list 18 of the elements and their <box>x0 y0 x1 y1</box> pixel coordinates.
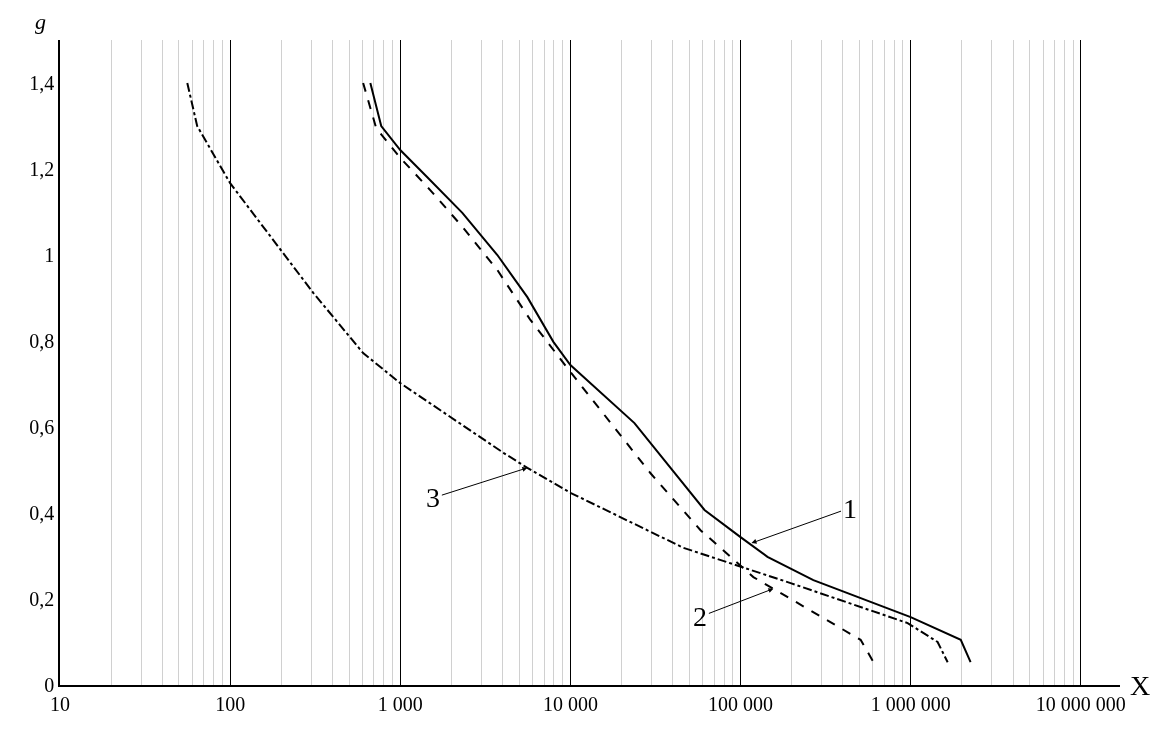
y-axis-title: g <box>35 9 46 34</box>
y-tick-label: 1 <box>44 244 55 266</box>
y-tick-label: 1,2 <box>29 158 55 180</box>
x-tick-label: 100 <box>215 692 246 715</box>
x-tick-label: 1 000 000 <box>870 692 951 715</box>
y-tick-label: 0,8 <box>29 330 55 352</box>
y-tick-label: 1,4 <box>29 72 55 94</box>
annotation: 2 <box>693 601 707 632</box>
annotation: 3 <box>426 482 440 513</box>
x-tick-label: 10 000 000 <box>1035 692 1126 715</box>
x-tick-label: 100 000 <box>708 692 774 715</box>
x-axis-title: X <box>1130 670 1151 701</box>
annotation: 1 <box>843 493 857 524</box>
x-tick-label: 1 000 <box>377 692 423 715</box>
y-tick-label: 0,2 <box>29 588 55 610</box>
y-tick-label: 0,4 <box>29 502 55 524</box>
y-tick-label: 0,6 <box>29 416 55 438</box>
x-tick-label: 10 000 <box>542 692 598 715</box>
